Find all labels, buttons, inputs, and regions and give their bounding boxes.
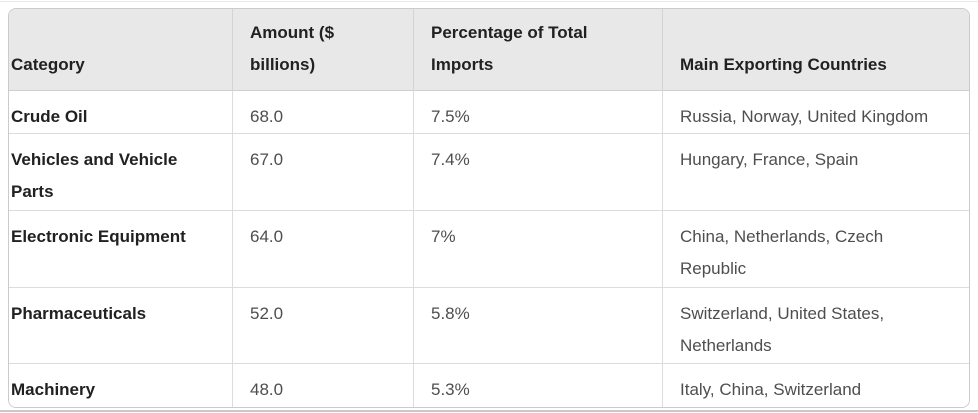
- countries-cell: Italy, China, Switzerland: [663, 364, 969, 407]
- category-cell: Pharmaceuticals: [9, 288, 233, 364]
- category-cell: Vehicles and Vehicle Parts: [9, 134, 233, 211]
- category-cell: Machinery: [9, 364, 233, 407]
- countries-cell: Hungary, France, Spain: [663, 134, 969, 211]
- amount-cell: 48.0: [233, 364, 414, 407]
- table-body: Crude Oil 68.0 7.5% Russia, Norway, United …: [9, 91, 969, 407]
- header-row: Category Amount ($ billions) Percentage …: [9, 9, 969, 91]
- countries-cell: China, Netherlands, Czech Republic: [663, 211, 969, 288]
- amount-cell: 67.0: [233, 134, 414, 211]
- table-row: Pharmaceuticals 52.0 5.8% Switzerland, Unit…: [9, 288, 969, 364]
- percentage-cell: 7.5%: [414, 91, 663, 134]
- countries-cell: Switzerland, United States, Netherlands: [663, 288, 969, 364]
- imports-table: Category Amount ($ billions) Percentage …: [9, 9, 969, 407]
- percentage-cell: 5.8%: [414, 288, 663, 364]
- column-header-category: Category: [9, 9, 233, 91]
- percentage-cell: 5.3%: [414, 364, 663, 407]
- category-cell: Crude Oil: [9, 91, 233, 134]
- column-header-countries: Main Exporting Countries: [663, 9, 969, 91]
- percentage-cell: 7.4%: [414, 134, 663, 211]
- column-header-percentage: Percentage of Total Imports: [414, 9, 663, 91]
- table-row: Crude Oil 68.0 7.5% Russia, Norway, United …: [9, 91, 969, 134]
- table-row: Machinery 48.0 5.3% Italy, China, Switzerla…: [9, 364, 969, 407]
- imports-table-container: Category Amount ($ billions) Percentage …: [8, 8, 970, 408]
- table-header: Category Amount ($ billions) Percentage …: [9, 9, 969, 91]
- percentage-cell: 7%: [414, 211, 663, 288]
- table-row: Vehicles and Vehicle Parts 67.0 7.4% Hungar…: [9, 134, 969, 211]
- category-cell: Electronic Equipment: [9, 211, 233, 288]
- amount-cell: 64.0: [233, 211, 414, 288]
- table-row: Electronic Equipment 64.0 7% China, Netherl…: [9, 211, 969, 288]
- bottom-divider: [0, 410, 978, 412]
- column-header-amount: Amount ($ billions): [233, 9, 414, 91]
- amount-cell: 68.0: [233, 91, 414, 134]
- countries-cell: Russia, Norway, United Kingdom: [663, 91, 969, 134]
- top-divider: [0, 1, 978, 2]
- amount-cell: 52.0: [233, 288, 414, 364]
